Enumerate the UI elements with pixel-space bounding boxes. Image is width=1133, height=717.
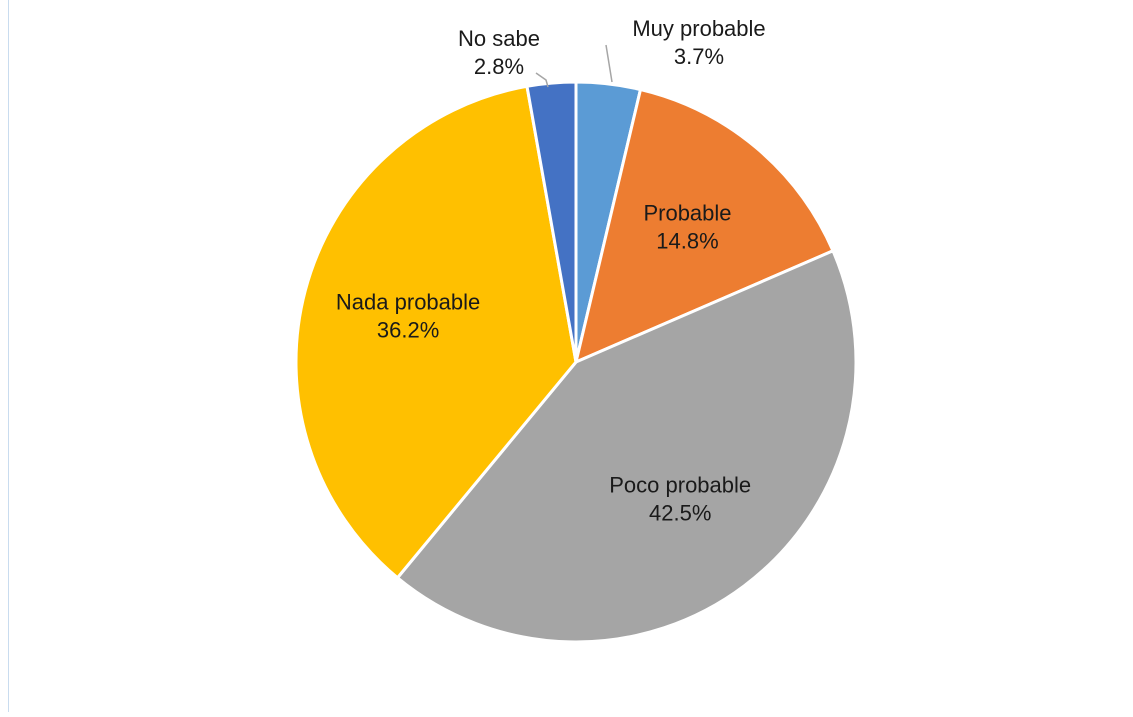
slice-value-poco-probable: 42.5% <box>649 501 711 526</box>
slice-value-probable: 14.8% <box>656 229 718 254</box>
slice-value-nada-probable: 36.2% <box>377 318 439 343</box>
slice-value-no-sabe: 2.8% <box>474 54 524 79</box>
leader-line-muy-probable <box>606 45 612 82</box>
slice-label-no-sabe: No sabe <box>458 26 540 51</box>
slice-label-muy-probable: Muy probable <box>632 16 765 41</box>
slice-value-muy-probable: 3.7% <box>674 44 724 69</box>
slice-label-poco-probable: Poco probable <box>609 473 751 498</box>
chart-frame-edge <box>8 0 9 712</box>
slice-label-nada-probable: Nada probable <box>336 290 480 315</box>
slice-label-probable: Probable <box>643 201 731 226</box>
